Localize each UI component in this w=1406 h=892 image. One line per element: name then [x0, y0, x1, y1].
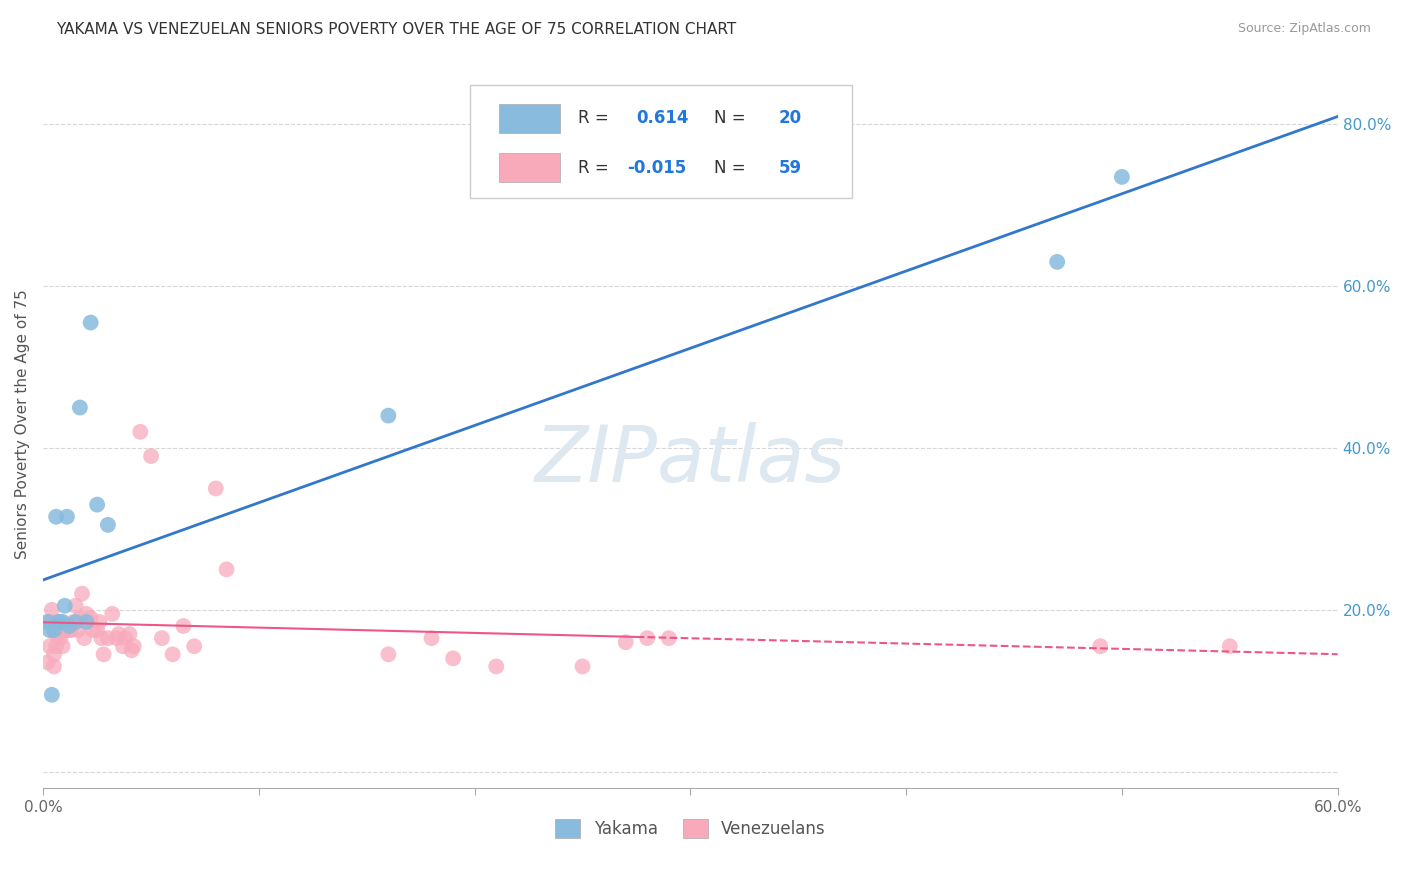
Point [46, 615, 69, 629]
Point [97, 517, 120, 532]
FancyBboxPatch shape [471, 85, 852, 198]
Point [46, 627, 69, 641]
Point [45, 627, 67, 641]
Point [79, 316, 101, 330]
Point [1219, 639, 1241, 653]
Point [41, 615, 63, 629]
Point [82, 623, 104, 637]
Point [111, 639, 134, 653]
Point [101, 607, 124, 621]
Point [86, 623, 108, 637]
Point [65, 599, 87, 613]
Point [79, 611, 101, 625]
Point [41, 688, 63, 702]
Point [172, 619, 194, 633]
Point [162, 648, 184, 662]
Point [70, 587, 93, 601]
Point [139, 449, 162, 463]
Point [658, 631, 681, 645]
Point [86, 498, 108, 512]
Point [571, 659, 593, 673]
Point [45, 639, 67, 653]
Text: 59: 59 [779, 159, 801, 177]
Point [420, 631, 443, 645]
Point [485, 659, 508, 673]
Point [150, 631, 173, 645]
Point [215, 562, 238, 576]
Point [122, 639, 145, 653]
Text: -0.015: -0.015 [627, 159, 686, 177]
Point [204, 482, 226, 496]
Point [42, 648, 65, 662]
Point [38, 623, 60, 637]
Point [53, 623, 76, 637]
Point [49, 619, 72, 633]
Point [1111, 169, 1133, 184]
Point [56, 619, 79, 633]
Point [38, 615, 60, 629]
Point [377, 648, 399, 662]
Y-axis label: Seniors Poverty Over the Age of 75: Seniors Poverty Over the Age of 75 [15, 289, 30, 558]
Text: N =: N = [714, 110, 751, 128]
Point [38, 639, 60, 653]
Point [129, 425, 152, 439]
Point [46, 615, 69, 629]
Text: YAKAMA VS VENEZUELAN SENIORS POVERTY OVER THE AGE OF 75 CORRELATION CHART: YAKAMA VS VENEZUELAN SENIORS POVERTY OVE… [56, 22, 737, 37]
Point [75, 607, 97, 621]
Point [441, 651, 464, 665]
Text: R =: R = [578, 159, 614, 177]
Point [58, 623, 80, 637]
Point [60, 623, 83, 637]
Text: 20: 20 [779, 110, 801, 128]
Point [58, 619, 80, 633]
FancyBboxPatch shape [499, 103, 560, 133]
Point [105, 631, 128, 645]
Point [52, 623, 75, 637]
Text: Source: ZipAtlas.com: Source: ZipAtlas.com [1237, 22, 1371, 36]
FancyBboxPatch shape [499, 153, 560, 183]
Point [37, 656, 59, 670]
Point [118, 627, 141, 641]
Point [49, 615, 72, 629]
Point [107, 627, 129, 641]
Point [377, 409, 399, 423]
Point [97, 631, 120, 645]
Point [66, 623, 89, 637]
Point [42, 659, 65, 673]
Point [614, 635, 637, 649]
Point [1046, 255, 1069, 269]
Point [42, 623, 65, 637]
Text: R =: R = [578, 110, 614, 128]
Point [69, 401, 91, 415]
Point [93, 648, 115, 662]
Point [89, 615, 111, 629]
Point [75, 615, 97, 629]
Point [90, 631, 112, 645]
Point [636, 631, 658, 645]
Point [56, 509, 79, 524]
Point [1090, 639, 1112, 653]
Point [37, 615, 59, 629]
Point [65, 615, 87, 629]
Text: N =: N = [714, 159, 751, 177]
Text: ZIPatlas: ZIPatlas [534, 422, 846, 498]
Legend: Yakama, Venezuelans: Yakama, Venezuelans [548, 813, 832, 845]
Point [62, 615, 84, 629]
Point [53, 599, 76, 613]
Point [114, 631, 136, 645]
Point [45, 509, 67, 524]
Point [41, 603, 63, 617]
Point [52, 615, 75, 629]
Point [73, 631, 96, 645]
Point [183, 639, 205, 653]
Point [52, 639, 75, 653]
Point [69, 611, 91, 625]
Point [121, 643, 143, 657]
Text: 0.614: 0.614 [636, 110, 689, 128]
Point [49, 631, 72, 645]
